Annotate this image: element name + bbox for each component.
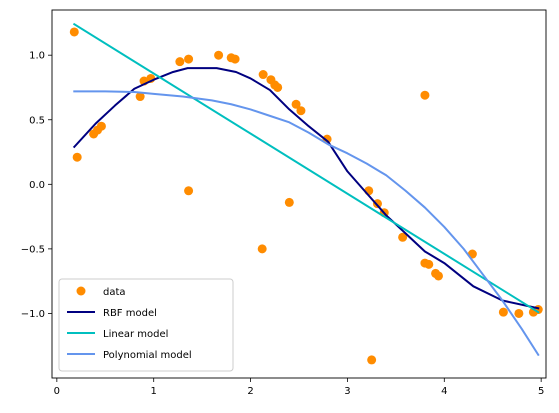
data-point (367, 355, 377, 365)
rbf-model-line (72, 67, 540, 310)
legend-swatch-data (76, 286, 86, 296)
legend-label: data (103, 287, 126, 298)
x-tick-label: 0 (54, 386, 60, 397)
data-point (284, 197, 294, 207)
x-tick-label: 3 (344, 386, 350, 397)
legend: data RBF model Linear model Polynomial mode… (58, 278, 234, 372)
y-tick-label: 1.0 (29, 51, 45, 62)
data-point (514, 308, 524, 318)
x-tick-label: 2 (247, 386, 253, 397)
legend-label: Linear model (103, 329, 168, 340)
legend-label: Polynomial model (103, 350, 192, 361)
data-point (184, 186, 194, 196)
data-point (296, 106, 306, 116)
data-point (398, 232, 408, 242)
data-point (96, 121, 106, 131)
data-point (69, 27, 79, 37)
data-point (230, 54, 240, 64)
data-point (184, 54, 194, 64)
data-point (433, 271, 443, 281)
x-tick-label: 5 (538, 386, 544, 397)
data-point (424, 259, 434, 269)
axes-border (51, 9, 547, 379)
data-point (291, 99, 301, 109)
data-point (135, 92, 145, 102)
legend-box (58, 278, 234, 372)
data-point (498, 307, 508, 317)
data-point (420, 90, 430, 100)
data-point (175, 57, 185, 67)
x-tick-label: 1 (151, 386, 157, 397)
data-point (273, 82, 283, 92)
legend-label: RBF model (103, 308, 157, 319)
y-tick-label: −0.5 (21, 244, 45, 255)
data-point (258, 70, 268, 80)
data-point (257, 244, 267, 254)
data-point (72, 152, 82, 162)
y-axis-ticks: −1.0 −0.5 0.0 0.5 1.0 (21, 51, 52, 320)
x-tick-label: 4 (441, 386, 447, 397)
data-point (214, 50, 224, 60)
axes-frame (51, 9, 547, 379)
scatter-layer (69, 27, 543, 365)
y-tick-label: −1.0 (21, 309, 45, 320)
x-axis-ticks: 0 1 2 3 4 5 (54, 378, 544, 397)
y-tick-label: 0.0 (29, 180, 45, 191)
y-tick-label: 0.5 (29, 115, 45, 126)
polynomial-model-line (73, 90, 540, 357)
linear-model-line (72, 22, 540, 314)
line-series-layer (72, 22, 540, 357)
